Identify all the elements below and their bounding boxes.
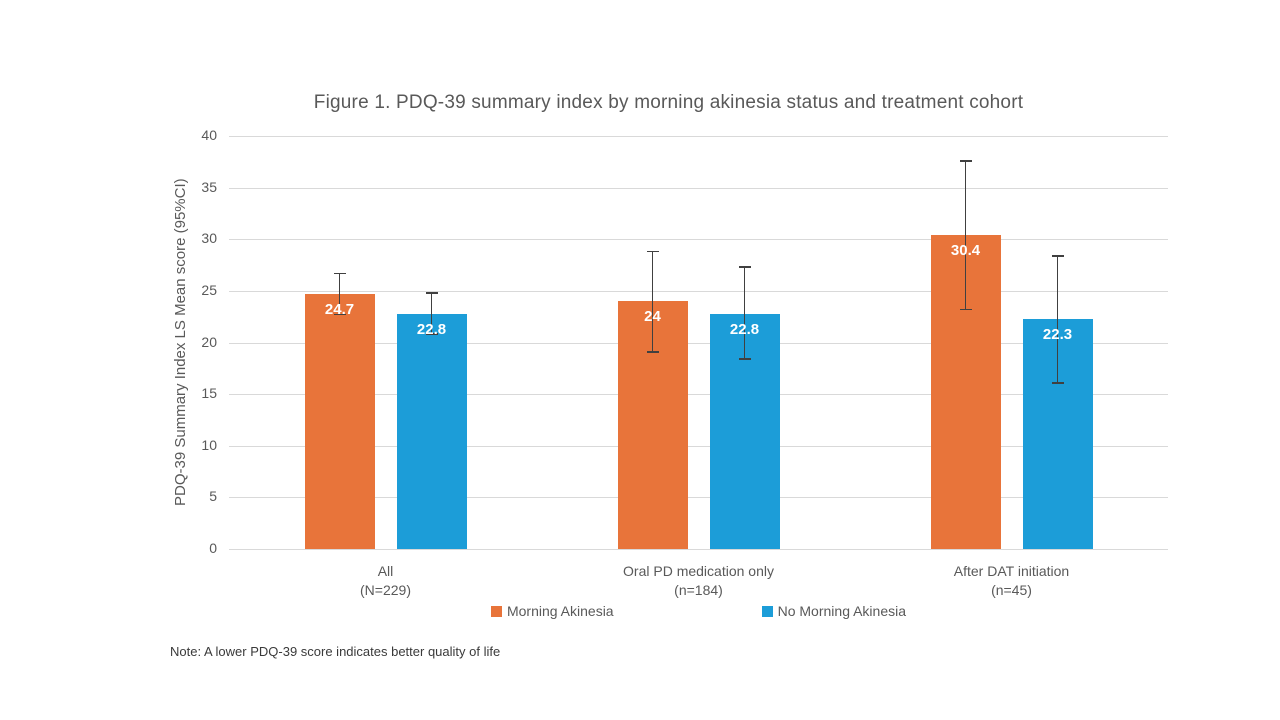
- error-bar-line: [338, 273, 341, 315]
- bar-value-label: 22.8: [416, 320, 447, 338]
- legend-item: Morning Akinesia: [490, 603, 614, 619]
- legend: Morning Akinesia No Morning Akinesia: [229, 603, 1168, 619]
- bar: [396, 313, 467, 549]
- legend-label: Morning Akinesia: [506, 603, 614, 619]
- error-bar-line: [1056, 255, 1059, 383]
- error-bar-cap-top: [333, 272, 346, 275]
- bar-value-label: 24.7: [324, 300, 355, 318]
- x-category-name: Oral PD medication only: [623, 563, 774, 579]
- gridline: [229, 136, 1168, 137]
- x-category-name: After DAT initiation: [953, 563, 1070, 579]
- error-bar-cap-bottom: [333, 313, 346, 316]
- gridline: [229, 342, 1168, 344]
- y-tick-label: 35: [201, 178, 217, 195]
- error-bar-cap-top: [425, 292, 438, 294]
- y-tick-label: 5: [209, 488, 217, 505]
- gridline: [229, 187, 1168, 189]
- gridline: [229, 394, 1168, 396]
- bar-value-label: 22.8: [729, 320, 760, 338]
- gridline: [229, 290, 1168, 292]
- error-bar-line: [743, 267, 746, 360]
- y-tick-label: 40: [201, 127, 217, 143]
- error-bar-cap-top: [646, 250, 659, 253]
- error-bar-cap-bottom: [738, 358, 751, 360]
- error-bar-line: [651, 251, 654, 352]
- legend-swatch-icon: [490, 605, 502, 617]
- legend-label: No Morning Akinesia: [777, 603, 907, 619]
- legend-swatch-icon: [761, 605, 773, 617]
- footnote: Note: A lower PDQ-39 score indicates bet…: [170, 644, 501, 659]
- y-tick-label: 15: [201, 385, 217, 402]
- chart-title: Figure 1. PDQ-39 summary index by mornin…: [313, 92, 1024, 113]
- bar: [304, 293, 375, 549]
- x-category-count: (N=229): [360, 582, 411, 598]
- error-bar-cap-bottom: [1051, 382, 1064, 384]
- error-bar-cap-top: [738, 266, 751, 268]
- y-tick-label: 20: [201, 333, 217, 350]
- gridline: [229, 549, 1168, 550]
- y-tick-label: 0: [209, 540, 217, 556]
- bar-value-label: 22.3: [1042, 325, 1073, 343]
- x-category-count: (n=45): [991, 582, 1032, 598]
- bar-value-label: 24: [644, 308, 661, 326]
- legend-item: No Morning Akinesia: [761, 603, 907, 619]
- gridline: [229, 445, 1168, 447]
- error-bar-cap-bottom: [646, 351, 659, 353]
- gridline: [229, 497, 1168, 499]
- y-tick-label: 10: [201, 436, 217, 453]
- error-bar-cap-top: [1051, 255, 1064, 257]
- error-bar-cap-bottom: [425, 333, 438, 335]
- x-category-name: All: [377, 563, 394, 579]
- error-bar-line: [430, 292, 433, 335]
- error-bar-line: [964, 160, 967, 310]
- gridline: [229, 239, 1168, 241]
- x-category-label: Oral PD medication only (n=184): [549, 562, 849, 600]
- error-bar-cap-top: [959, 160, 972, 162]
- y-tick-label: 25: [201, 281, 217, 298]
- x-category-label: All (N=229): [236, 562, 536, 600]
- error-bar-cap-bottom: [959, 308, 972, 311]
- x-category-label: After DAT initiation (n=45): [862, 562, 1162, 600]
- y-tick-label: 30: [201, 230, 217, 247]
- x-category-count: (n=184): [674, 582, 723, 598]
- bar-value-label: 30.4: [950, 242, 981, 260]
